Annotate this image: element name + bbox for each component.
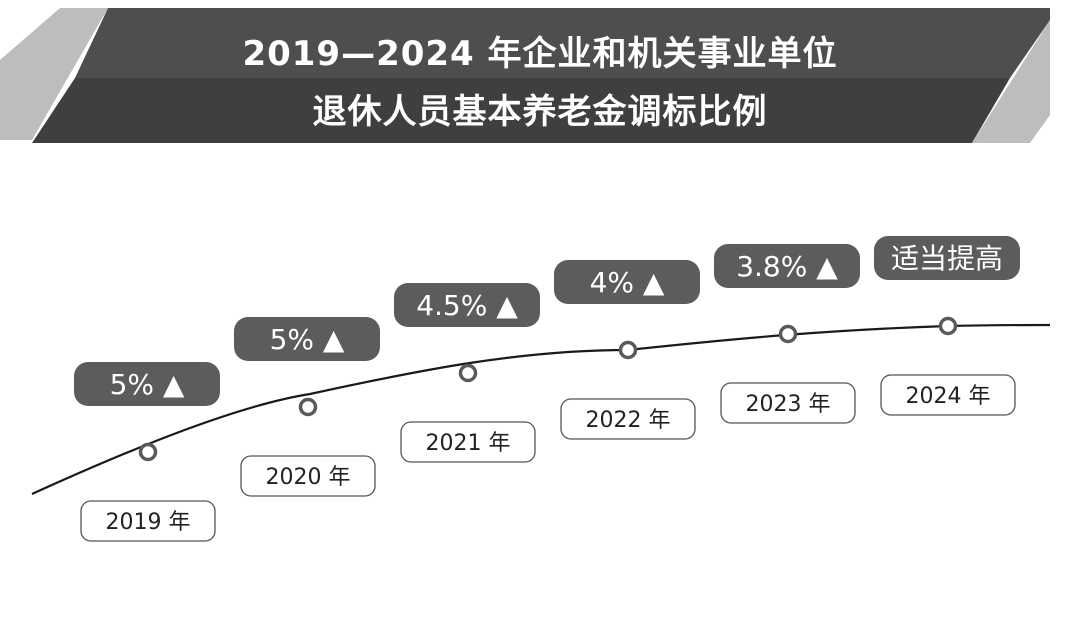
- year-label: 2024 年: [906, 384, 991, 409]
- value-badge: [74, 362, 220, 406]
- year-box: [720, 382, 856, 424]
- year-label: 2022 年: [586, 408, 671, 433]
- value-label: 适当提高: [891, 242, 1003, 275]
- banner-left-stripe: [0, 8, 108, 140]
- value-label: 5% ▲: [110, 368, 185, 401]
- title-banner: [0, 8, 1050, 143]
- page-title-line1: 2019—2024 年企业和机关事业单位: [242, 34, 838, 74]
- year-box: [80, 500, 216, 542]
- value-badge: [234, 317, 380, 361]
- year-label: 2023 年: [746, 392, 831, 417]
- value-label: 5% ▲: [270, 323, 345, 356]
- value-label: 3.8% ▲: [736, 250, 838, 283]
- page-title-line2: 退休人员基本养老金调标比例: [312, 92, 768, 132]
- data-point-marker: [458, 363, 478, 383]
- value-badge: [554, 260, 700, 304]
- year-label: 2021 年: [426, 431, 511, 456]
- banner-right-stripe: [972, 20, 1050, 143]
- year-label: 2020 年: [266, 465, 351, 490]
- banner-upper-band: [75, 8, 1050, 78]
- data-point-marker: [298, 397, 318, 417]
- data-point-marker: [138, 442, 158, 462]
- data-point-marker: [938, 316, 958, 336]
- value-badge: [394, 283, 540, 327]
- year-box: [560, 398, 696, 440]
- year-box: [400, 421, 536, 463]
- data-point-marker: [618, 340, 638, 360]
- data-point-marker: [778, 324, 798, 344]
- value-label: 4% ▲: [590, 266, 665, 299]
- banner-lower-band: [32, 78, 1010, 143]
- value-badge: [714, 244, 860, 288]
- year-label: 2019 年: [106, 510, 191, 535]
- year-box: [240, 455, 376, 497]
- year-box: [880, 374, 1016, 416]
- value-label: 4.5% ▲: [416, 289, 518, 322]
- value-badge: [874, 236, 1020, 280]
